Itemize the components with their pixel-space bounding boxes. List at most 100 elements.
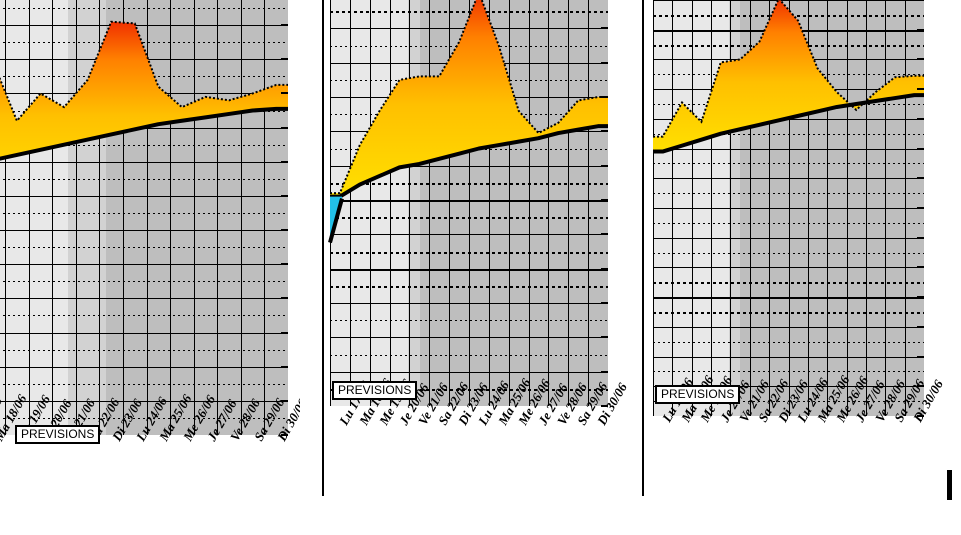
gridline-v-11 [217,0,218,435]
gridline-v-6 [99,0,100,435]
gridline-h-half-20 [653,371,924,372]
gridline-v-5 [76,0,77,435]
gridline-v-8 [808,0,809,416]
y-tick-label-23: 23 [956,260,961,273]
y-tick-label-23: 23 [294,257,300,270]
y-tick-mark-26 [917,177,924,180]
gridline-h-26 [653,178,924,179]
observed-background [0,0,68,435]
chart-panel-left: 3130292827262524232221201918 Lu 17/06Ma … [0,0,300,535]
gridline-v-5 [429,0,430,406]
y-tick-mark-28 [917,117,924,120]
gridline-h-half-31 [0,8,288,9]
y-tick-mark-26 [281,160,288,163]
y-tick-mark-21 [917,325,924,328]
y-tick-label-21: 21 [294,326,300,339]
gridline-h-25 [0,196,288,197]
y-tick-mark-28 [281,92,288,95]
gridline-v-3 [711,0,712,416]
gridline-h-24 [0,230,288,231]
gridline-v-10 [194,0,195,435]
temperature-max-line [0,20,288,123]
y-tick-mark-27 [601,130,608,133]
gridline-v-2 [5,0,6,435]
gridline-h-22 [653,297,924,299]
gridline-h-24 [653,238,924,239]
observed-background [330,0,408,406]
y-tick-label-24: 24 [956,231,961,244]
gridline-v-13 [905,0,906,416]
y-tick-label-30: 30 [294,18,300,31]
gridline-h-half-25 [653,223,924,224]
gridline-v-6 [449,0,450,406]
gridline-v-7 [789,0,790,416]
y-tick-mark-30 [281,24,288,27]
y-tick-mark-25 [917,207,924,209]
gridline-v-13 [588,0,589,406]
temperature-trend-line [0,106,288,161]
gridline-v-13 [264,0,265,435]
gridline-h-19 [0,401,288,402]
y-tick-label-27: 27 [956,142,961,155]
gridline-h-half-24 [0,247,288,248]
gridline-v-1 [672,0,673,416]
gridline-v-8 [147,0,148,435]
y-tick-mark-28 [601,96,608,98]
y-tick-label-27: 27 [294,121,300,134]
y-tick-mark-26 [601,164,608,167]
previsions-badge-middle: PREVISIONS [332,381,418,400]
edge-marker-bar [947,470,952,500]
y-tick-mark-20 [917,355,924,358]
y-tick-label-19: 19 [956,379,961,392]
y-tick-label-25: 25 [294,189,300,202]
temperature-band [0,21,288,159]
y-tick-mark-32 [917,0,924,1]
y-tick-mark-22 [601,302,608,304]
previsions-badge-right: PREVISIONS [655,385,741,404]
y-tick-mark-18 [281,434,288,436]
y-tick-mark-20 [601,370,608,373]
gridline-h-half-22 [0,315,288,316]
temperature-band [653,0,924,152]
gridline-v-0 [653,0,654,416]
y-tick-label-28: 28 [956,112,961,125]
gridline-h-half-25 [0,213,288,214]
gridline-h-25 [653,208,924,209]
gridline-v-12 [241,0,242,435]
previsions-badge-left: PREVISIONS [15,425,101,444]
y-tick-label-20: 20 [956,350,961,363]
gridline-h-26 [0,162,288,163]
y-tick-mark-30 [917,58,924,61]
cold-trend-stub [328,198,344,244]
gridline-h-23 [0,264,288,265]
chart-panel-right: 323130292827262524232221201918 Lu 17/06M… [640,0,961,535]
y-tick-mark-19 [601,405,608,407]
y-tick-mark-23 [281,263,288,266]
y-tick-label-21: 21 [956,320,961,333]
temperature-max-line [330,0,608,195]
gridline-v-4 [730,0,731,416]
y-tick-mark-19 [917,385,924,388]
gridline-h-half-21 [653,342,924,343]
gridline-h-half-19 [653,401,924,402]
y-tick-mark-21 [281,331,288,334]
y-tick-label-26: 26 [956,171,961,184]
y-tick-label-24: 24 [294,223,300,236]
gridline-h-half-23 [0,281,288,282]
gridline-h-half-27 [0,145,288,146]
gridline-v-4 [52,0,53,435]
gridline-v-11 [548,0,549,406]
y-tick-mark-22 [917,296,924,299]
y-tick-label-32: 32 [956,0,961,6]
y-tick-mark-30 [601,27,608,30]
y-tick-label-29: 29 [956,82,961,95]
temperature-max-line [653,0,924,138]
gridline-v-9 [509,0,510,406]
gridline-h-half-27 [653,163,924,164]
y-tick-mark-24 [601,233,608,236]
y-tick-label-22: 22 [956,290,961,303]
y-tick-label-30: 30 [956,52,961,65]
gridline-h-half-26 [653,193,924,194]
gridline-h-23 [653,267,924,268]
y-tick-label-18: 18 [956,409,961,422]
